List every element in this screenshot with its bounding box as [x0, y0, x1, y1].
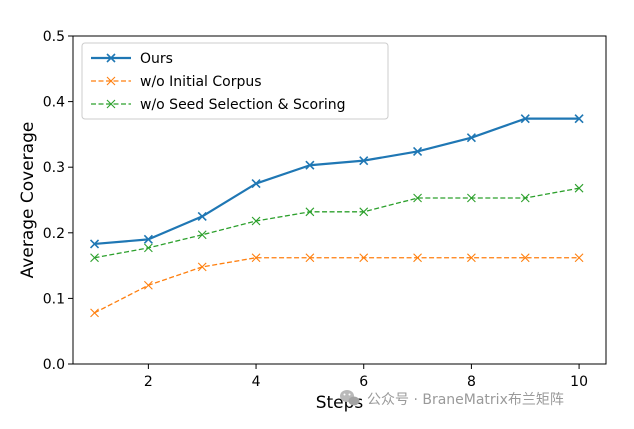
data-point: [574, 183, 584, 193]
data-point: [412, 146, 423, 157]
legend: Ours w/o Initial Corpus w/o Seed Selection…: [81, 42, 389, 120]
data-point: [90, 253, 99, 263]
data-point: [197, 262, 207, 272]
legend-label: Ours: [140, 51, 173, 67]
series-1: [89, 114, 584, 249]
plot-frame: [72, 35, 607, 365]
data-point: [359, 207, 369, 217]
data-point: [466, 133, 476, 143]
y-tick-label: 0.3: [43, 160, 65, 176]
legend-marker: [106, 76, 116, 86]
axes-layer: 2 4 6 8 10 0.0 0.1 0.2 0.3 0.4 0.5: [43, 29, 607, 390]
data-point: [251, 179, 261, 189]
data-point: [413, 253, 422, 263]
legend-label: w/o Initial Corpus: [140, 74, 262, 90]
y-tick-label: 0.2: [43, 226, 65, 242]
series-layer: [89, 114, 584, 318]
legend-marker: [106, 99, 116, 109]
data-point: [520, 253, 530, 263]
y-tick-label: 0.1: [43, 291, 65, 307]
legend-entry: w/o Initial Corpus: [91, 74, 262, 90]
data-point: [574, 114, 584, 124]
x-tick-label: 4: [252, 374, 261, 390]
data-point: [520, 114, 530, 124]
x-tick-label: 8: [467, 374, 476, 390]
legend-label: w/o Seed Selection & Scoring: [140, 97, 346, 113]
series-line: [94, 257, 580, 314]
y-tick-label: 0.4: [43, 95, 65, 111]
watermark-text: 公众号 · BraneMatrix布兰矩阵: [367, 392, 564, 408]
data-point: [305, 160, 315, 170]
series-3: [90, 183, 584, 263]
data-point: [143, 234, 153, 244]
x-tick-label: 6: [359, 374, 368, 390]
data-point: [520, 193, 530, 203]
data-point: [359, 253, 369, 263]
legend-marker: [106, 53, 116, 63]
watermark: 公众号 · BraneMatrix布兰矩阵: [340, 390, 564, 408]
wechat-icon: [340, 390, 360, 406]
x-tick-label: 10: [570, 374, 588, 390]
data-point: [467, 253, 476, 263]
data-point: [359, 156, 369, 166]
data-point: [251, 216, 261, 226]
y-axis-label: Average Coverage: [18, 122, 38, 279]
legend-entry: Ours: [91, 51, 173, 67]
series-line: [94, 187, 580, 259]
data-point: [197, 230, 207, 240]
data-point: [251, 253, 261, 263]
series-line: [94, 117, 580, 246]
data-point: [89, 239, 100, 249]
series-2: [90, 253, 584, 318]
data-point: [305, 207, 315, 217]
data-point: [467, 193, 476, 203]
data-point: [413, 193, 422, 203]
legend-entry: w/o Seed Selection & Scoring: [91, 97, 346, 113]
data-point: [197, 211, 207, 221]
data-point: [143, 280, 153, 290]
y-tick-label: 0.0: [43, 357, 65, 373]
data-point: [305, 253, 315, 263]
data-point: [143, 243, 153, 253]
data-point: [574, 253, 584, 263]
x-tick-label: 2: [144, 374, 153, 390]
y-tick-label: 0.5: [43, 29, 65, 45]
data-point: [90, 308, 99, 318]
legend-box: [81, 42, 389, 120]
